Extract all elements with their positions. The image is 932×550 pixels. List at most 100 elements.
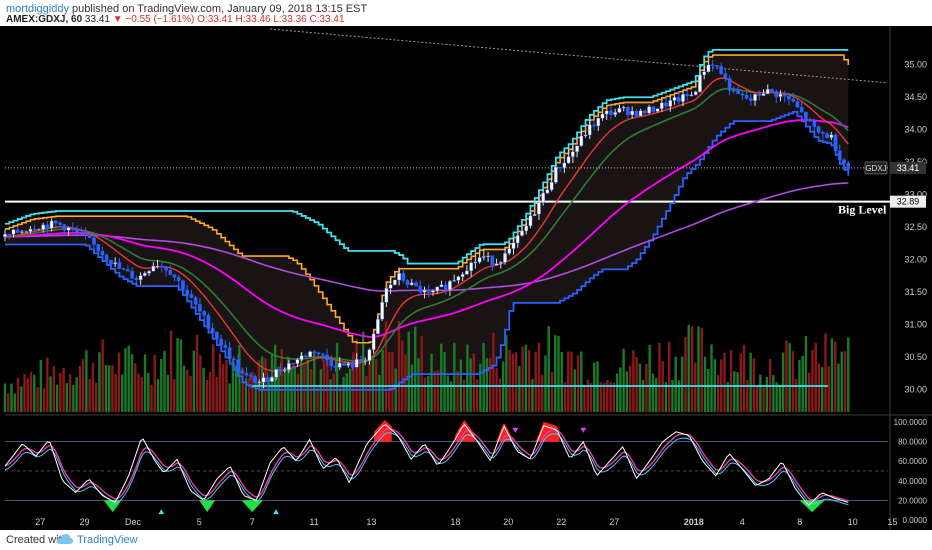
big-level-badge	[890, 195, 926, 208]
candle-body	[261, 377, 266, 383]
tradingview-brand[interactable]: TradingView	[77, 534, 138, 546]
volume-bar	[729, 349, 733, 412]
volume-bar	[117, 352, 121, 412]
candle-body	[28, 228, 33, 232]
volume-bar	[365, 376, 368, 412]
candle-body	[710, 64, 715, 66]
candle-body	[295, 359, 300, 364]
volume-bar	[511, 353, 515, 412]
volume-bar	[817, 363, 821, 412]
volume-bar	[401, 340, 404, 412]
volume-bar	[150, 384, 153, 412]
candle-body	[757, 94, 762, 96]
volume-bar	[195, 334, 199, 412]
candle-body	[426, 290, 431, 293]
candle-body	[804, 111, 808, 121]
candle-body	[520, 230, 524, 236]
candle-body	[634, 110, 639, 117]
price-chart[interactable]: 35.0034.5034.0033.5033.0032.5032.0031.50…	[0, 26, 932, 530]
mid-moving-average	[5, 119, 849, 338]
candle-body	[58, 222, 62, 225]
volume-bar	[88, 379, 91, 412]
volume-bar	[599, 382, 603, 412]
created-with-text: Created with	[6, 534, 68, 546]
volume-bar	[443, 351, 446, 412]
candle-body	[571, 151, 575, 157]
volume-bar	[485, 358, 489, 412]
volume-bar	[160, 359, 163, 412]
candle-body	[45, 224, 50, 229]
volume-bar	[580, 351, 583, 412]
volume-bar	[335, 342, 339, 412]
candle-body	[405, 280, 410, 286]
candle-body	[498, 262, 503, 264]
candle-body	[431, 290, 435, 293]
volume-bar	[261, 356, 264, 412]
candle-body	[321, 353, 325, 356]
volume-bar	[3, 383, 7, 412]
time-tick-label: 27	[609, 517, 619, 527]
candle-body	[291, 363, 295, 365]
volume-bar	[781, 352, 785, 412]
candle-body	[223, 344, 228, 348]
volume-bar	[156, 379, 160, 412]
volume-bar	[638, 363, 642, 412]
candle-body	[600, 113, 605, 119]
price-tick-label: 35.00	[904, 60, 927, 70]
candle-body	[596, 117, 601, 127]
candle-body	[791, 98, 795, 102]
volume-bar	[674, 356, 677, 412]
candle-body	[668, 100, 673, 107]
price-tick-label: 33.00	[904, 190, 927, 200]
last-price: 33.41	[84, 14, 110, 25]
volume-bar	[703, 356, 707, 412]
price-tick-label: 30.50	[904, 352, 927, 362]
candle-body	[486, 255, 490, 257]
overbought-fill	[455, 419, 475, 442]
candle-body	[62, 224, 67, 231]
candle-body	[388, 284, 393, 289]
volume-bar	[739, 353, 743, 412]
volume-bar	[498, 378, 502, 412]
candle-body	[113, 262, 117, 265]
candle-body	[715, 65, 719, 67]
time-tick-label: 2018	[684, 517, 704, 527]
volume-bar	[358, 363, 362, 412]
oversold-fill	[799, 500, 825, 513]
candle-body	[87, 234, 92, 239]
volume-bar	[609, 382, 612, 412]
volume-bar	[218, 353, 222, 412]
candle-body	[325, 354, 329, 361]
volume-bar	[231, 360, 235, 412]
candle-body	[562, 162, 567, 168]
volume-bar	[127, 345, 130, 412]
candle-body	[681, 94, 685, 102]
candle-body	[270, 377, 274, 382]
volume-bar	[316, 387, 319, 412]
candle-body	[460, 274, 465, 277]
volume-bar	[726, 382, 729, 412]
time-tick-label: 20	[503, 517, 513, 527]
volume-bar	[75, 377, 78, 412]
candle-body	[723, 73, 728, 79]
last-value-badge	[890, 161, 926, 174]
volume-bar	[371, 355, 375, 412]
candle-body	[816, 126, 821, 133]
candle-body	[401, 273, 406, 281]
volume-bar	[615, 373, 619, 412]
candle-body	[350, 363, 355, 368]
last-symbol-badge	[864, 161, 888, 175]
low-value: L:33.36	[273, 14, 307, 25]
candle-body	[337, 362, 342, 368]
volume-bar	[762, 386, 765, 412]
candle-body	[376, 319, 380, 335]
volume-bar	[23, 374, 26, 412]
author-link[interactable]: mortdiggiddy	[6, 3, 69, 15]
volume-bar	[541, 374, 544, 412]
volume-bar	[423, 377, 427, 412]
volume-bar	[830, 338, 834, 412]
candle-body	[537, 202, 541, 215]
candle-body	[736, 90, 740, 95]
candle-body	[842, 159, 846, 164]
volume-bar	[147, 372, 150, 412]
